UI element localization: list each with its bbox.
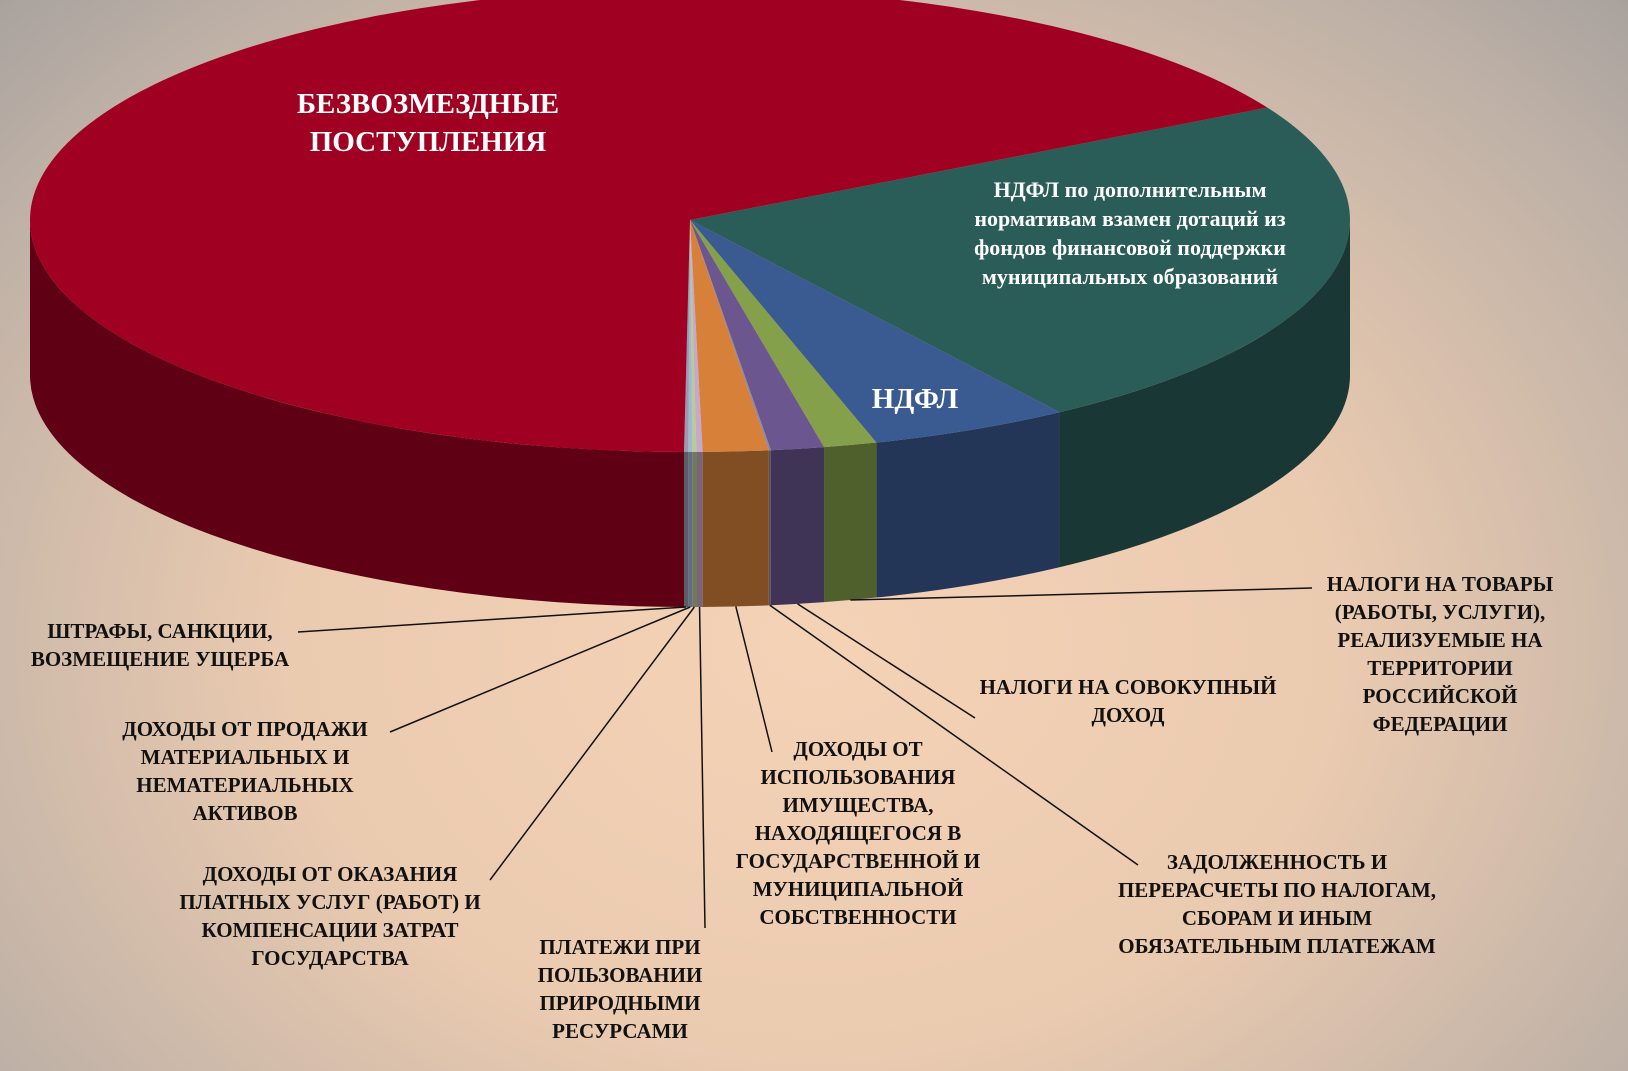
leader-line [297,606,687,633]
slice-side [702,450,769,607]
slice-side [824,442,877,603]
slice-label: БЕЗВОЗМЕЗДНЫЕ ПОСТУПЛЕНИЯ [296,88,560,158]
slice-label: ШТРАФЫ, САНКЦИИ, ВОЗМЕЩЕНИЕ УЩЕРБА [30,619,290,671]
slice-side [692,451,697,607]
leader-line [698,606,706,929]
slice-side [768,450,771,606]
leader-line [797,603,976,719]
slice-side [696,451,703,607]
slice-label: ДОХОДЫ ОТ ОКАЗАНИЯ ПЛАТНЫХ УСЛУГ (РАБОТ)… [179,862,481,970]
slice-label: НАЛОГИ НА ТОВАРЫ (РАБОТЫ, УСЛУГИ), РЕАЛИ… [1326,572,1554,736]
slice-label: ДОХОДЫ ОТ ПРОДАЖИ МАТЕРИАЛЬНЫХ И НЕМАТЕР… [122,717,368,825]
slice [690,220,771,451]
slice-side [684,451,689,607]
slice [688,220,693,452]
slice-label: НАЛОГИ НА СОВОКУПНЫЙ ДОХОД [979,675,1277,727]
slice [690,220,1060,443]
slice [690,220,697,452]
leader-line [735,606,773,753]
leader-line [769,604,1139,866]
slice-label: ПЛАТЕЖИ ПРИ ПОЛЬЗОВАНИИ ПРИРОДНЫМИ РЕСУР… [537,935,703,1043]
slice [690,220,825,451]
slice-label: ДОХОДЫ ОТ ИСПОЛЬЗОВАНИЯ ИМУЩЕСТВА, НАХОД… [735,737,981,929]
slice-side [688,451,693,607]
slice [690,220,877,448]
leader-line [389,606,691,733]
slice [30,0,1268,452]
slice-label: НДФЛ [871,383,959,415]
slice-label: НДФЛ по дополнительным нормативам взамен… [974,177,1286,289]
slice-side [1059,220,1350,568]
slice-label: ЗАДОЛЖЕННОСТЬ И ПЕРЕРАСЧЕТЫ ПО НАЛОГАМ, … [1117,850,1437,958]
leader-line [850,587,1313,601]
slice [684,220,690,452]
slice-side [30,220,685,607]
slice-side [876,412,1060,598]
slice [690,107,1351,413]
leader-line [489,606,695,881]
slice [690,220,769,452]
slice-side [770,447,825,606]
slice [690,220,703,452]
